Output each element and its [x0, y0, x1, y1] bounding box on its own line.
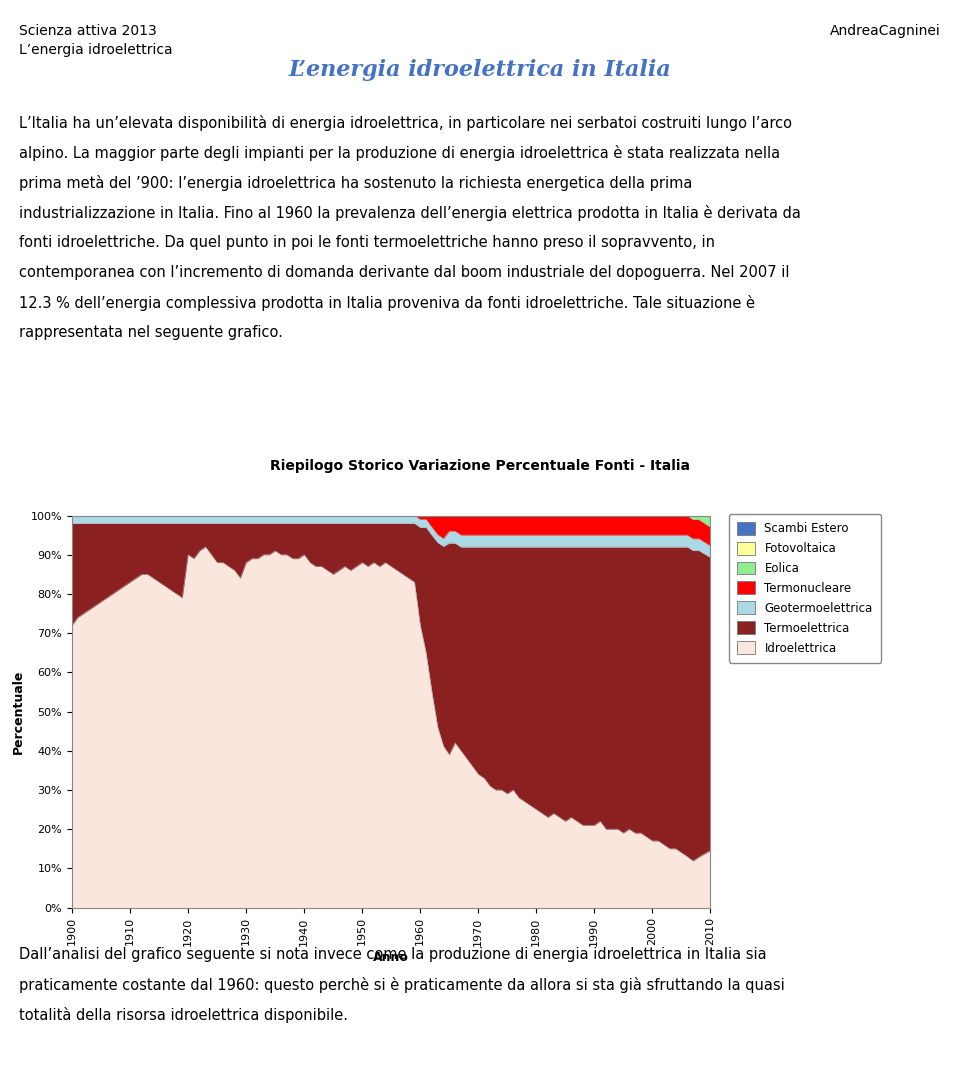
Text: Riepilogo Storico Variazione Percentuale Fonti - Italia: Riepilogo Storico Variazione Percentuale…: [270, 459, 690, 473]
Text: praticamente costante dal 1960: questo perchè si è praticamente da allora si sta: praticamente costante dal 1960: questo p…: [19, 977, 785, 993]
Text: L’energia idroelettrica in Italia: L’energia idroelettrica in Italia: [289, 59, 671, 81]
Text: totalità della risorsa idroelettrica disponibile.: totalità della risorsa idroelettrica dis…: [19, 1007, 348, 1024]
Text: L’Italia ha un’elevata disponibilità di energia idroelettrica, in particolare ne: L’Italia ha un’elevata disponibilità di …: [19, 115, 792, 131]
Text: fonti idroelettriche. Da quel punto in poi le fonti termoelettriche hanno preso : fonti idroelettriche. Da quel punto in p…: [19, 235, 715, 250]
Text: rappresentata nel seguente grafico.: rappresentata nel seguente grafico.: [19, 325, 283, 340]
Text: alpino. La maggior parte degli impianti per la produzione di energia idroelettri: alpino. La maggior parte degli impianti …: [19, 145, 780, 161]
Text: L’energia idroelettrica: L’energia idroelettrica: [19, 43, 173, 57]
Text: Scienza attiva 2013: Scienza attiva 2013: [19, 24, 156, 38]
Text: AndreaCagninei: AndreaCagninei: [830, 24, 941, 38]
Legend: Scambi Estero, Fotovoltaica, Eolica, Termonucleare, Geotermoelettrica, Termoelet: Scambi Estero, Fotovoltaica, Eolica, Ter…: [729, 513, 881, 663]
Text: Dall’analisi del grafico seguente si nota invece come la produzione di energia i: Dall’analisi del grafico seguente si not…: [19, 947, 767, 962]
X-axis label: Anno: Anno: [373, 952, 409, 964]
Text: contemporanea con l’incremento di domanda derivante dal boom industriale del dop: contemporanea con l’incremento di domand…: [19, 265, 790, 280]
Text: industrializzazione in Italia. Fino al 1960 la prevalenza dell’energia elettrica: industrializzazione in Italia. Fino al 1…: [19, 205, 801, 221]
Y-axis label: Percentuale: Percentuale: [12, 669, 25, 754]
Text: 12.3 % dell’energia complessiva prodotta in Italia proveniva da fonti idroelettr: 12.3 % dell’energia complessiva prodotta…: [19, 295, 756, 311]
Text: prima metà del ’900: l’energia idroelettrica ha sostenuto la richiesta energetic: prima metà del ’900: l’energia idroelett…: [19, 175, 692, 191]
